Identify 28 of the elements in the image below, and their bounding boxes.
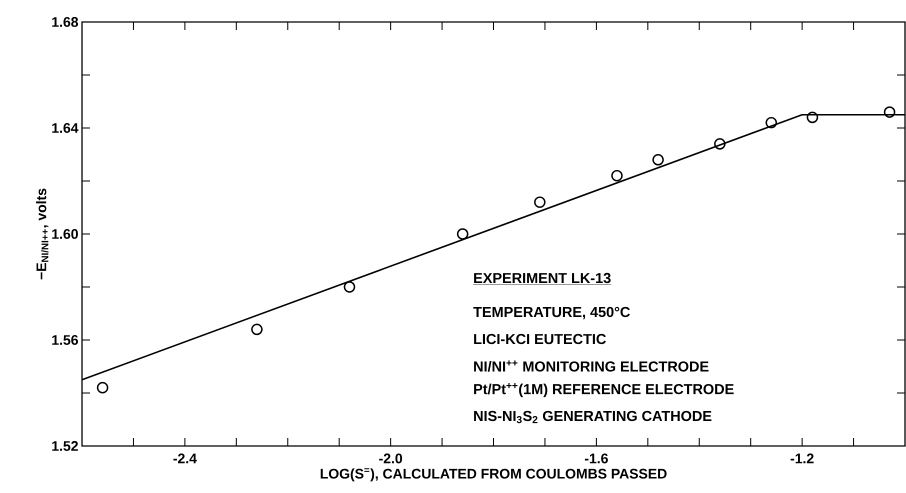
x-tick-label: -1.6 [584, 453, 608, 464]
point [714, 138, 726, 150]
annotation: NIS-NI$_{3}$S$_{2}$ GENERATING CATHODE [474, 410, 712, 424]
annotation: Pt/Pt$^{++}$(1M) REFERENCE ELECTRODE [474, 382, 734, 398]
y-tick-label: 1.60 [52, 229, 78, 239]
point [96, 382, 108, 394]
x-tick-label: -2.4 [173, 453, 197, 464]
point [611, 170, 623, 182]
y-tick-label: 1.56 [52, 335, 78, 345]
point [534, 196, 546, 208]
point [344, 281, 356, 293]
annotation: NI/NI$^{++}$ MONITORING ELECTRODE [474, 360, 709, 372]
point [806, 112, 818, 124]
annotation: EXPERIMENT LK-13 [474, 272, 611, 284]
x-tick-label: -1.2 [790, 453, 814, 464]
annotation: TEMPERATURE, 450°C [473, 306, 630, 320]
point [456, 228, 468, 240]
x-tick-label: -2.0 [379, 453, 402, 464]
y-axis-title: −E$_{NI/NI++}$, volts [36, 188, 49, 280]
point [766, 116, 778, 128]
y-tick-label: 1.52 [52, 441, 78, 451]
annotation: LICI-KCI EUTECTIC [474, 334, 606, 344]
point [884, 106, 896, 118]
y-tick-label: 1.68 [52, 17, 78, 27]
y-tick-label: 1.64 [52, 123, 78, 133]
point [251, 324, 263, 336]
x-axis-title: LOG(S$^{=}$), CALCULATED FROM COULOMBS PASSED [320, 468, 667, 482]
point [652, 154, 664, 166]
